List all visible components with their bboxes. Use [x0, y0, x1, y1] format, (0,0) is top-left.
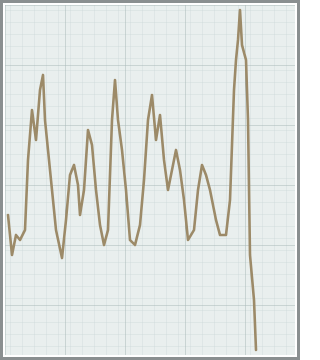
chart	[0, 0, 300, 360]
grid	[5, 5, 295, 355]
